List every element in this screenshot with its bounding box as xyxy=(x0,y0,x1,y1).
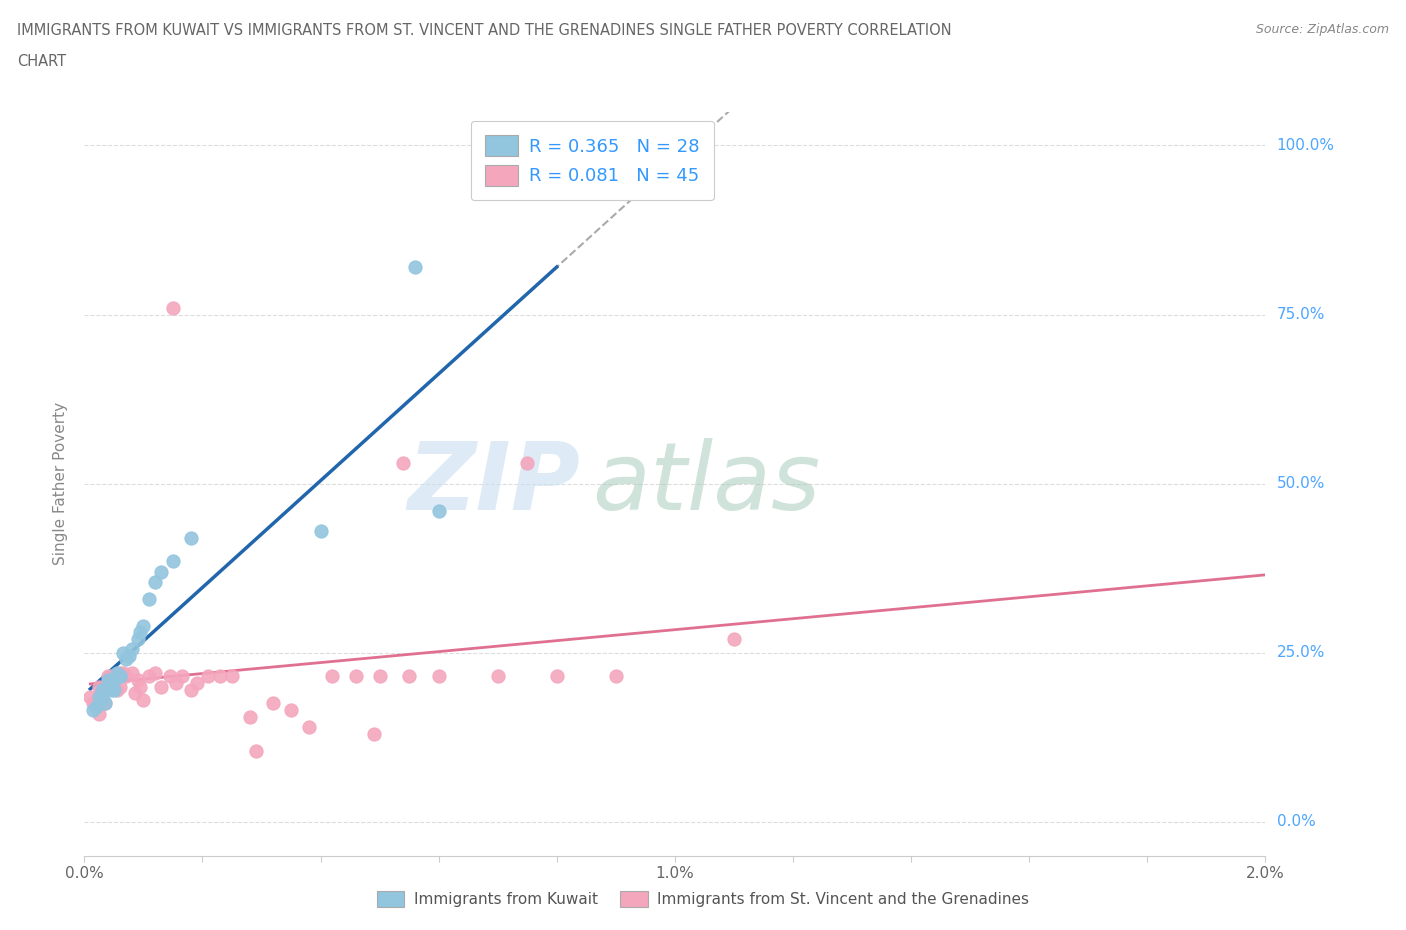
Point xyxy=(363,726,385,741)
Point xyxy=(516,456,538,471)
Point xyxy=(162,554,184,569)
Point xyxy=(427,503,450,518)
Point xyxy=(221,669,243,684)
Point xyxy=(108,666,131,681)
Text: 0.0%: 0.0% xyxy=(1277,815,1315,830)
Point xyxy=(180,530,202,545)
Point xyxy=(103,669,125,684)
Point xyxy=(605,669,627,684)
Legend: R = 0.365   N = 28, R = 0.081   N = 45: R = 0.365 N = 28, R = 0.081 N = 45 xyxy=(471,121,714,200)
Point xyxy=(132,618,155,633)
Point xyxy=(108,669,131,684)
Point xyxy=(114,652,136,667)
Point xyxy=(262,696,284,711)
Point xyxy=(108,679,131,694)
Point xyxy=(94,696,117,711)
Point xyxy=(82,703,104,718)
Point xyxy=(87,689,111,704)
Text: 75.0%: 75.0% xyxy=(1277,307,1324,322)
Point xyxy=(105,683,128,698)
Point xyxy=(84,699,107,714)
Point xyxy=(121,642,143,657)
Point xyxy=(398,669,420,684)
Point xyxy=(87,706,111,721)
Point xyxy=(127,672,149,687)
Point xyxy=(309,524,332,538)
Legend: Immigrants from Kuwait, Immigrants from St. Vincent and the Grenadines: Immigrants from Kuwait, Immigrants from … xyxy=(371,884,1035,913)
Point xyxy=(150,679,173,694)
Point xyxy=(127,631,149,646)
Point xyxy=(280,703,302,718)
Point xyxy=(111,666,134,681)
Point xyxy=(87,679,111,694)
Point xyxy=(239,710,262,724)
Point xyxy=(97,672,120,687)
Point xyxy=(143,574,166,589)
Point xyxy=(321,669,343,684)
Point xyxy=(138,591,160,606)
Point xyxy=(129,679,152,694)
Text: 50.0%: 50.0% xyxy=(1277,476,1324,491)
Point xyxy=(100,669,122,684)
Point xyxy=(368,669,391,684)
Point xyxy=(344,669,367,684)
Point xyxy=(129,625,152,640)
Point xyxy=(159,669,181,684)
Point xyxy=(111,645,134,660)
Point xyxy=(427,669,450,684)
Point xyxy=(103,672,125,687)
Point xyxy=(105,666,128,681)
Point xyxy=(100,683,122,698)
Point xyxy=(121,666,143,681)
Text: 25.0%: 25.0% xyxy=(1277,645,1324,660)
Point xyxy=(186,676,208,691)
Point xyxy=(723,631,745,646)
Text: 100.0%: 100.0% xyxy=(1277,138,1334,153)
Point xyxy=(197,669,219,684)
Point xyxy=(82,696,104,711)
Text: IMMIGRANTS FROM KUWAIT VS IMMIGRANTS FROM ST. VINCENT AND THE GRENADINES SINGLE : IMMIGRANTS FROM KUWAIT VS IMMIGRANTS FRO… xyxy=(17,23,952,38)
Point xyxy=(392,456,415,471)
Point xyxy=(91,683,114,698)
Text: ZIP: ZIP xyxy=(408,438,581,529)
Point xyxy=(84,693,107,708)
Point xyxy=(94,696,117,711)
Point xyxy=(91,683,114,698)
Point xyxy=(404,259,426,274)
Point xyxy=(79,689,101,704)
Point xyxy=(114,669,136,684)
Point xyxy=(298,720,321,735)
Text: CHART: CHART xyxy=(17,54,66,69)
Point xyxy=(97,679,120,694)
Text: Source: ZipAtlas.com: Source: ZipAtlas.com xyxy=(1256,23,1389,36)
Point xyxy=(124,685,146,700)
Point xyxy=(103,683,125,698)
Point xyxy=(143,666,166,681)
Point xyxy=(486,669,509,684)
Point xyxy=(91,689,114,704)
Point xyxy=(150,565,173,579)
Point xyxy=(97,669,120,684)
Y-axis label: Single Father Poverty: Single Father Poverty xyxy=(53,402,69,565)
Point xyxy=(138,669,160,684)
Point xyxy=(132,693,155,708)
Point xyxy=(170,669,193,684)
Point xyxy=(162,300,184,315)
Point xyxy=(245,743,267,758)
Point xyxy=(165,676,187,691)
Text: atlas: atlas xyxy=(592,438,821,529)
Point xyxy=(209,669,232,684)
Point xyxy=(118,648,141,663)
Point xyxy=(546,669,568,684)
Point xyxy=(180,683,202,698)
Point xyxy=(108,669,131,684)
